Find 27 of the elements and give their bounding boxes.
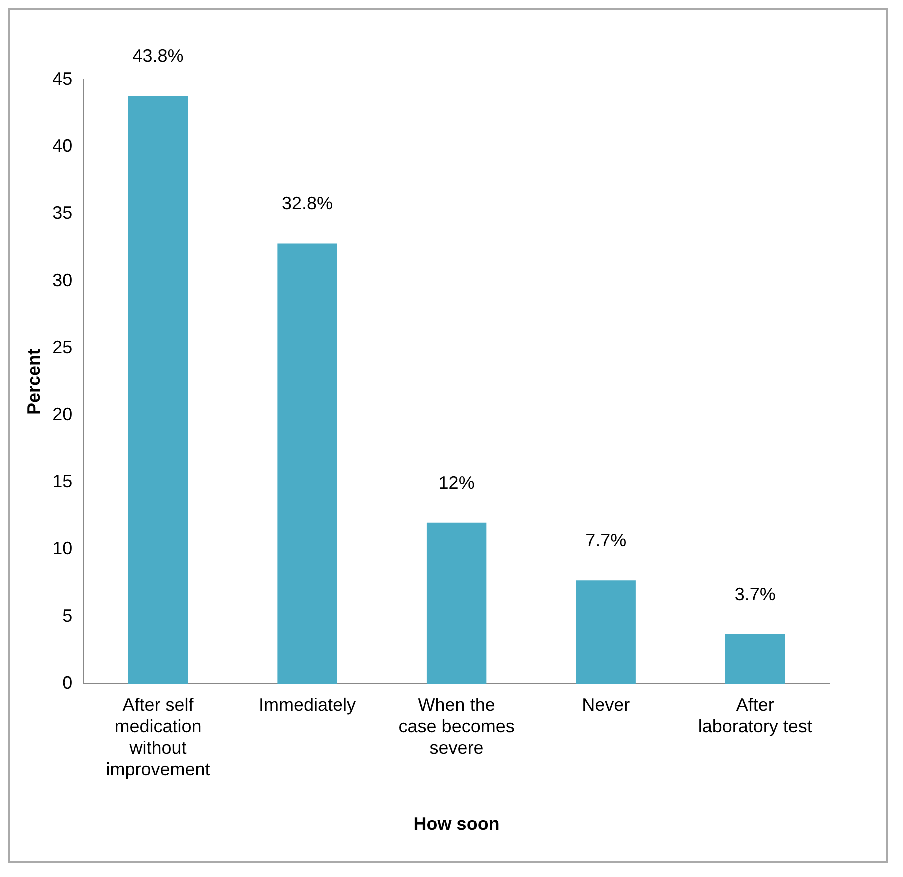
y-tick-label: 0 <box>62 672 73 693</box>
bar <box>426 522 487 684</box>
x-tick-label: After laboratory test <box>698 694 812 736</box>
y-tick-label: 45 <box>52 68 73 89</box>
y-tick-label: 30 <box>52 270 73 290</box>
y-tick-label: 10 <box>52 538 73 559</box>
y-tick-label: 5 <box>62 606 73 626</box>
x-tick-label: Immediately <box>259 694 356 715</box>
bar <box>278 244 338 684</box>
y-tick-label: 20 <box>52 404 73 425</box>
x-tick-label: After self medication without improvement <box>106 694 210 780</box>
bar <box>726 634 786 684</box>
y-tick-label: 25 <box>52 337 73 358</box>
y-tick-label: 40 <box>52 136 73 156</box>
data-label: 12% <box>438 472 475 493</box>
x-axis-title: How soon <box>414 814 500 834</box>
data-label: 3.7% <box>734 584 776 604</box>
x-tick-label: When the case becomes severe <box>398 694 515 758</box>
data-label: 32.8% <box>282 194 334 214</box>
y-tick-label: 35 <box>52 203 73 224</box>
y-tick-label: 15 <box>52 472 73 492</box>
bar <box>128 96 188 684</box>
y-axis-title: Percent <box>24 348 44 416</box>
x-tick-label: Never <box>582 694 630 715</box>
bar <box>576 580 636 684</box>
data-label: 7.7% <box>586 530 627 551</box>
data-label: 43.8% <box>132 46 184 66</box>
